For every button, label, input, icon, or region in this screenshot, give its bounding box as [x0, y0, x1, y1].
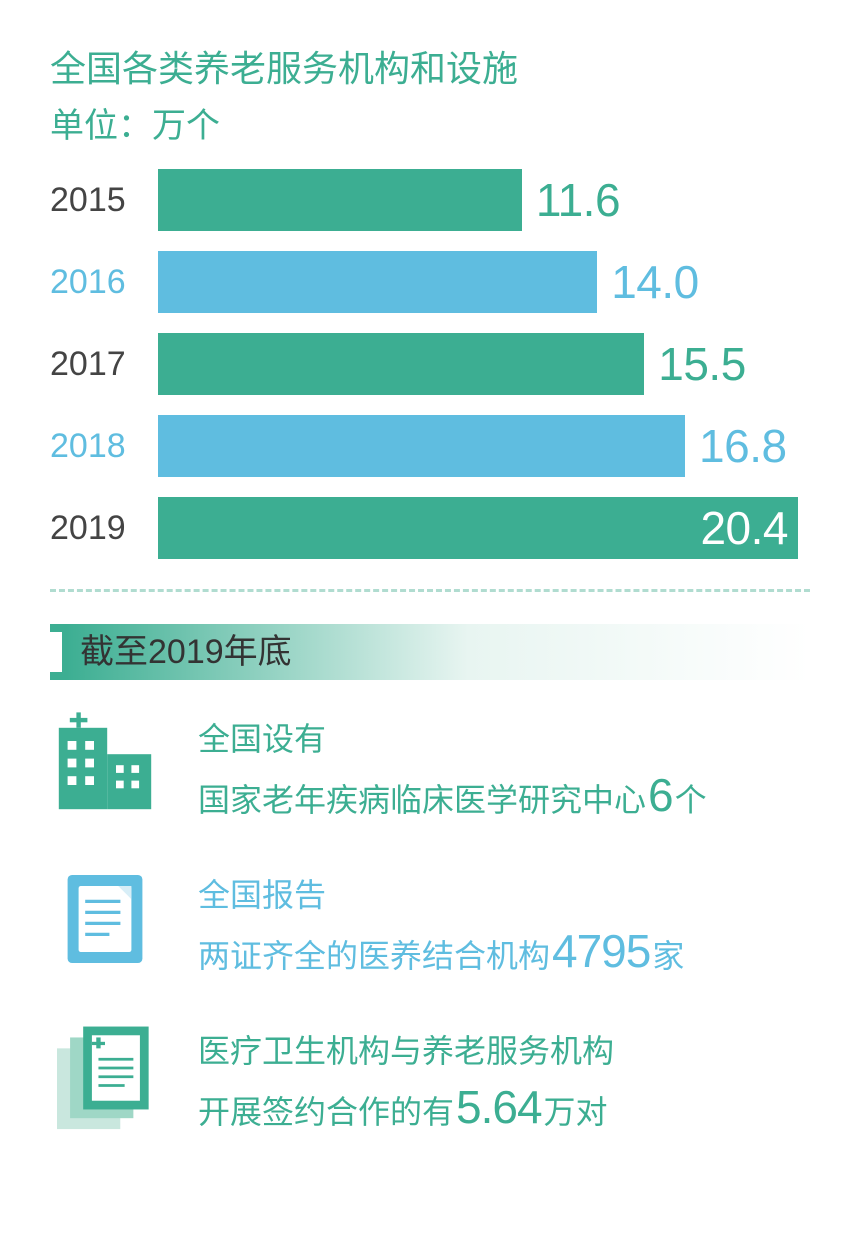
bar-row: 2019 20.4: [50, 497, 810, 559]
stat-text: 全国设有国家老年疾病临床医学研究中心6个: [198, 714, 810, 822]
stat-line1: 医疗卫生机构与养老服务机构: [198, 1026, 810, 1072]
docs-green-icon: [50, 1020, 170, 1140]
bar-fill: [158, 251, 597, 313]
stat-line2: 国家老年疾病临床医学研究中心6个: [198, 768, 810, 822]
bar-fill: [158, 415, 685, 477]
building-icon: [50, 708, 170, 828]
bar-year-label: 2016: [50, 263, 158, 302]
section-header-text: 截至2019年底: [50, 624, 810, 680]
stat-line1: 全国报告: [198, 870, 810, 916]
stat-number: 4795: [552, 924, 650, 978]
bar-row: 2016 14.0: [50, 251, 810, 313]
bar-row: 2017 15.5: [50, 333, 810, 395]
bar-value-label: 20.4: [700, 501, 788, 555]
stat-line2-post: 万对: [544, 1087, 608, 1133]
bar-row: 2018 16.8: [50, 415, 810, 477]
stat-line2-pre: 两证齐全的医养结合机构: [198, 931, 550, 977]
bar-value-label: 11.6: [536, 173, 620, 227]
doc-blue-icon: [50, 864, 170, 984]
stats-wrapper: 全国设有国家老年疾病临床医学研究中心6个 全国报告两证齐全的医养结合机构4795…: [50, 708, 810, 1140]
bar-fill: 20.4: [158, 497, 798, 559]
stat-line2-post: 家: [652, 931, 684, 977]
stat-line2: 开展签约合作的有5.64万对: [198, 1080, 810, 1134]
bar-year-label: 2018: [50, 427, 158, 466]
stat-line2: 两证齐全的医养结合机构4795家: [198, 924, 810, 978]
stat-line2-pre: 开展签约合作的有: [198, 1087, 454, 1133]
stat-line1: 全国设有: [198, 714, 810, 760]
bar-value-label: 15.5: [658, 337, 746, 391]
chart-subtitle: 单位：万个: [50, 98, 810, 147]
bar-track: 16.8: [158, 415, 810, 477]
stat-line2-post: 个: [675, 775, 707, 821]
bar-value-label: 14.0: [611, 255, 699, 309]
stat-number: 5.64: [456, 1080, 542, 1134]
bar-year-label: 2019: [50, 509, 158, 548]
bar-value-label: 16.8: [699, 419, 787, 473]
bar-row: 2015 11.6: [50, 169, 810, 231]
stat-row: 全国设有国家老年疾病临床医学研究中心6个: [50, 708, 810, 828]
bar-year-label: 2017: [50, 345, 158, 384]
chart-title: 全国各类养老服务机构和设施: [50, 40, 810, 92]
bars-wrapper: 2015 11.6 2016 14.0 2017 15.5 2018 16.8 2019 20.4: [50, 169, 810, 559]
stat-number: 6: [648, 768, 673, 822]
stat-line2-pre: 国家老年疾病临床医学研究中心: [198, 775, 646, 821]
bar-fill: [158, 333, 644, 395]
stat-row: 医疗卫生机构与养老服务机构开展签约合作的有5.64万对: [50, 1020, 810, 1140]
section-divider: [50, 589, 810, 592]
stat-text: 全国报告两证齐全的医养结合机构4795家: [198, 870, 810, 978]
bar-track: 14.0: [158, 251, 810, 313]
stat-text: 医疗卫生机构与养老服务机构开展签约合作的有5.64万对: [198, 1026, 810, 1134]
bar-fill: [158, 169, 522, 231]
section-header: 截至2019年底: [50, 624, 810, 680]
bar-year-label: 2015: [50, 181, 158, 220]
chart-container: 全国各类养老服务机构和设施 单位：万个 2015 11.6 2016 14.0 2017…: [50, 40, 810, 559]
bar-track: 15.5: [158, 333, 810, 395]
bar-track: 20.4: [158, 497, 810, 559]
stat-row: 全国报告两证齐全的医养结合机构4795家: [50, 864, 810, 984]
bar-track: 11.6: [158, 169, 810, 231]
